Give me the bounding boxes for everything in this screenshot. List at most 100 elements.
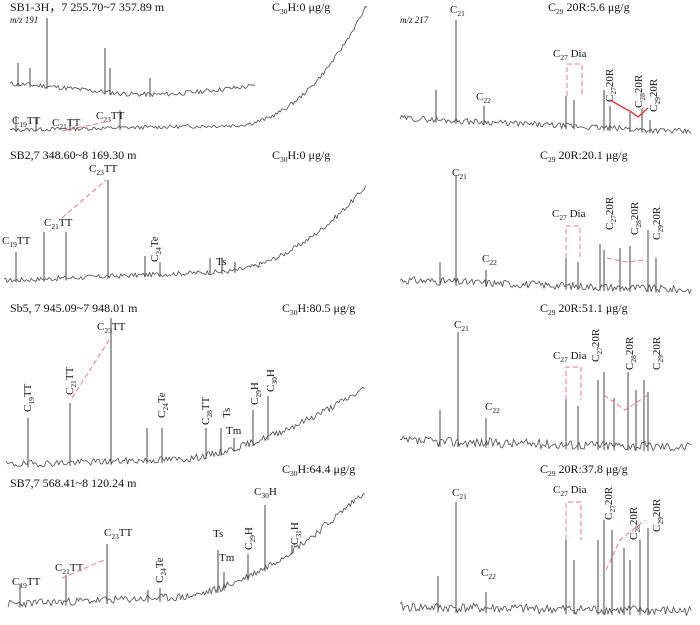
peak-label-c21: C21 [452,487,467,501]
concentration-label: C30H:64.4 μg/g [282,462,355,478]
trace [399,502,692,616]
peak-label-ts: Ts [216,256,226,268]
trace [7,493,365,608]
trace [5,318,365,468]
chromatogram-line [399,601,692,616]
peak-label-c29h: C29H [243,527,257,550]
panel-sb5: Sb5, 7 945.09~7 948.01 m C30H:80.5 μg/g … [5,301,365,468]
peak-label-c27-20r: C2720R [604,196,618,230]
dia-bracket [565,366,582,400]
peak-label-c21tt: C21TT [44,217,73,231]
peak-label-c23tt: C23TT [104,527,133,541]
peak-label-tm: Tm [219,552,235,564]
concentration-label: C29 20R:37.8 μg/g [540,462,628,478]
panel-sb2: SB2,7 348.60~8 169.30 m C30H:0 μg/g C19T… [2,148,366,283]
peak-label-c22: C22 [481,567,496,581]
peak-label-c24te: C24Te [154,557,168,583]
panel-sb1-3h: SB1-3H，7 255.70~7 357.89 m m/z 191 C30H:… [9,0,367,133]
peak-label-c24te: C24Te [156,392,170,418]
trace [399,332,692,452]
panel-title: SB1-3H，7 255.70~7 357.89 m [10,0,165,14]
peak-label-c27dia: C27 Dia [552,208,586,222]
peak-label-c24te: C24Te [149,236,163,262]
peak-label-c23tt: C23TT [96,110,125,124]
concentration-label: C29 20R:51.1 μg/g [540,301,628,317]
peak-label-c22: C22 [482,253,497,267]
c27-c29-connector [605,519,646,571]
panel-sb7: SB7,7 568.41~8 120.24 m C30H:64.4 μg/g C… [7,462,365,608]
peak-label-c21: C21 [452,167,467,181]
peak-label-c19tt: C19TT [2,235,31,249]
peak-label-ts: Ts [213,528,223,540]
peak-label-ts: Ts [221,408,233,418]
peak-label-c21tt: C21TT [52,117,81,131]
peak-label-tm: Tm [226,425,242,437]
chromatogram-line [9,6,367,133]
trace [399,175,692,295]
panel-sterane-20-1: C29 20R:20.1 μg/g C21 C22 C27 Dia C2720R… [399,148,692,295]
peak-label-c27-20r: C2720R [603,486,617,520]
panel-sterane-5-6: C29 20R:5.6 μg/g m/z 217 C21 C22 C27 Dia… [399,0,692,134]
peak-label-c21tt: C21TT [55,562,84,576]
peak-label-c19tt: C19TT [12,576,41,590]
concentration-label: C29 20R:20.1 μg/g [540,148,628,164]
peak-label-c28-20r: C2820R [629,201,643,235]
dia-bracket [565,501,582,540]
chromatogram-line [3,185,366,283]
peak-label-c21: C21 [450,4,465,18]
chromatogram-line [399,435,692,452]
peak-label-c22: C22 [485,401,500,415]
peak-label-c23tt: C23TT [97,321,126,335]
panel-sterane-51-1: C29 20R:51.1 μg/g C21 C22 C27 Dia C2720R… [399,301,692,452]
peak-label-c21: C21 [454,319,469,333]
peak-label-c29-20r: C2920R [648,78,662,112]
chromatogram-line [399,115,692,134]
trace [3,180,366,283]
peak-label-c29-20r: C2920R [651,206,665,240]
chromatogram-line [399,276,692,295]
mz-label: m/z 191 [10,15,38,25]
peak-label-c27-20r: C2720R [590,328,604,362]
peak-label-c29-20r: C2920R [651,336,665,370]
peak-label-c21tt: C21TT [64,366,78,395]
concentration-label: C30H:0 μg/g [272,148,330,164]
trace [399,20,692,134]
concentration-label: C29 20R:5.6 μg/g [548,0,630,16]
peak-label-c27dia: C27 Dia [553,350,587,364]
c27-c29-connector [603,394,649,411]
peak-label-c30h: C30H [265,369,279,392]
connector-c21-c23 [61,120,111,132]
panel-sterane-37-8: C29 20R:37.8 μg/g C21 C22 C27 Dia C2720R… [399,462,692,616]
dia-bracket [566,63,583,96]
peak-label-c19tt: C19TT [22,383,36,412]
concentration-label: C30H:0 μg/g [272,0,330,16]
panel-title: SB7,7 568.41~8 120.24 m [10,476,137,490]
connector-c21-c23 [71,336,112,399]
peak-label-c28-20r: C2820R [624,336,638,370]
trace-lower [9,6,367,133]
peak-label-c22: C22 [476,91,491,105]
peak-label-c30h: C30H [254,486,277,500]
peak-label-c28-20r: C2820R [633,74,647,108]
peak-label-c27-20r: C2720R [604,68,618,102]
peak-label-c31h: C31H [289,522,303,545]
trace-upper [9,18,256,97]
concentration-label: C30H:80.5 μg/g [282,301,355,317]
chromatogram-line [7,493,365,608]
peak-label-c27dia: C27 Dia [553,48,587,62]
chromatogram-line [9,81,256,97]
panel-title: SB2,7 348.60~8 169.30 m [10,148,137,162]
mz-label: m/z 217 [400,15,429,25]
c27-c29-connector [609,99,649,118]
chromatogram-line [5,386,365,468]
c27-c29-connector [606,257,646,263]
peak-label-c23tt: C23TT [89,163,118,177]
connector-c21-c23 [61,179,107,219]
peak-label-c28tt: C28TT [200,396,214,425]
peak-label-c29-20r: C2920R [651,498,665,532]
peak-label-c28-20r: C2820R [628,506,642,540]
dia-bracket [565,225,581,258]
peak-label-c19tt: C19TT [12,115,41,129]
panel-title: Sb5, 7 945.09~7 948.01 m [10,301,138,315]
peak-label-c27dia: C27 Dia [553,484,587,498]
